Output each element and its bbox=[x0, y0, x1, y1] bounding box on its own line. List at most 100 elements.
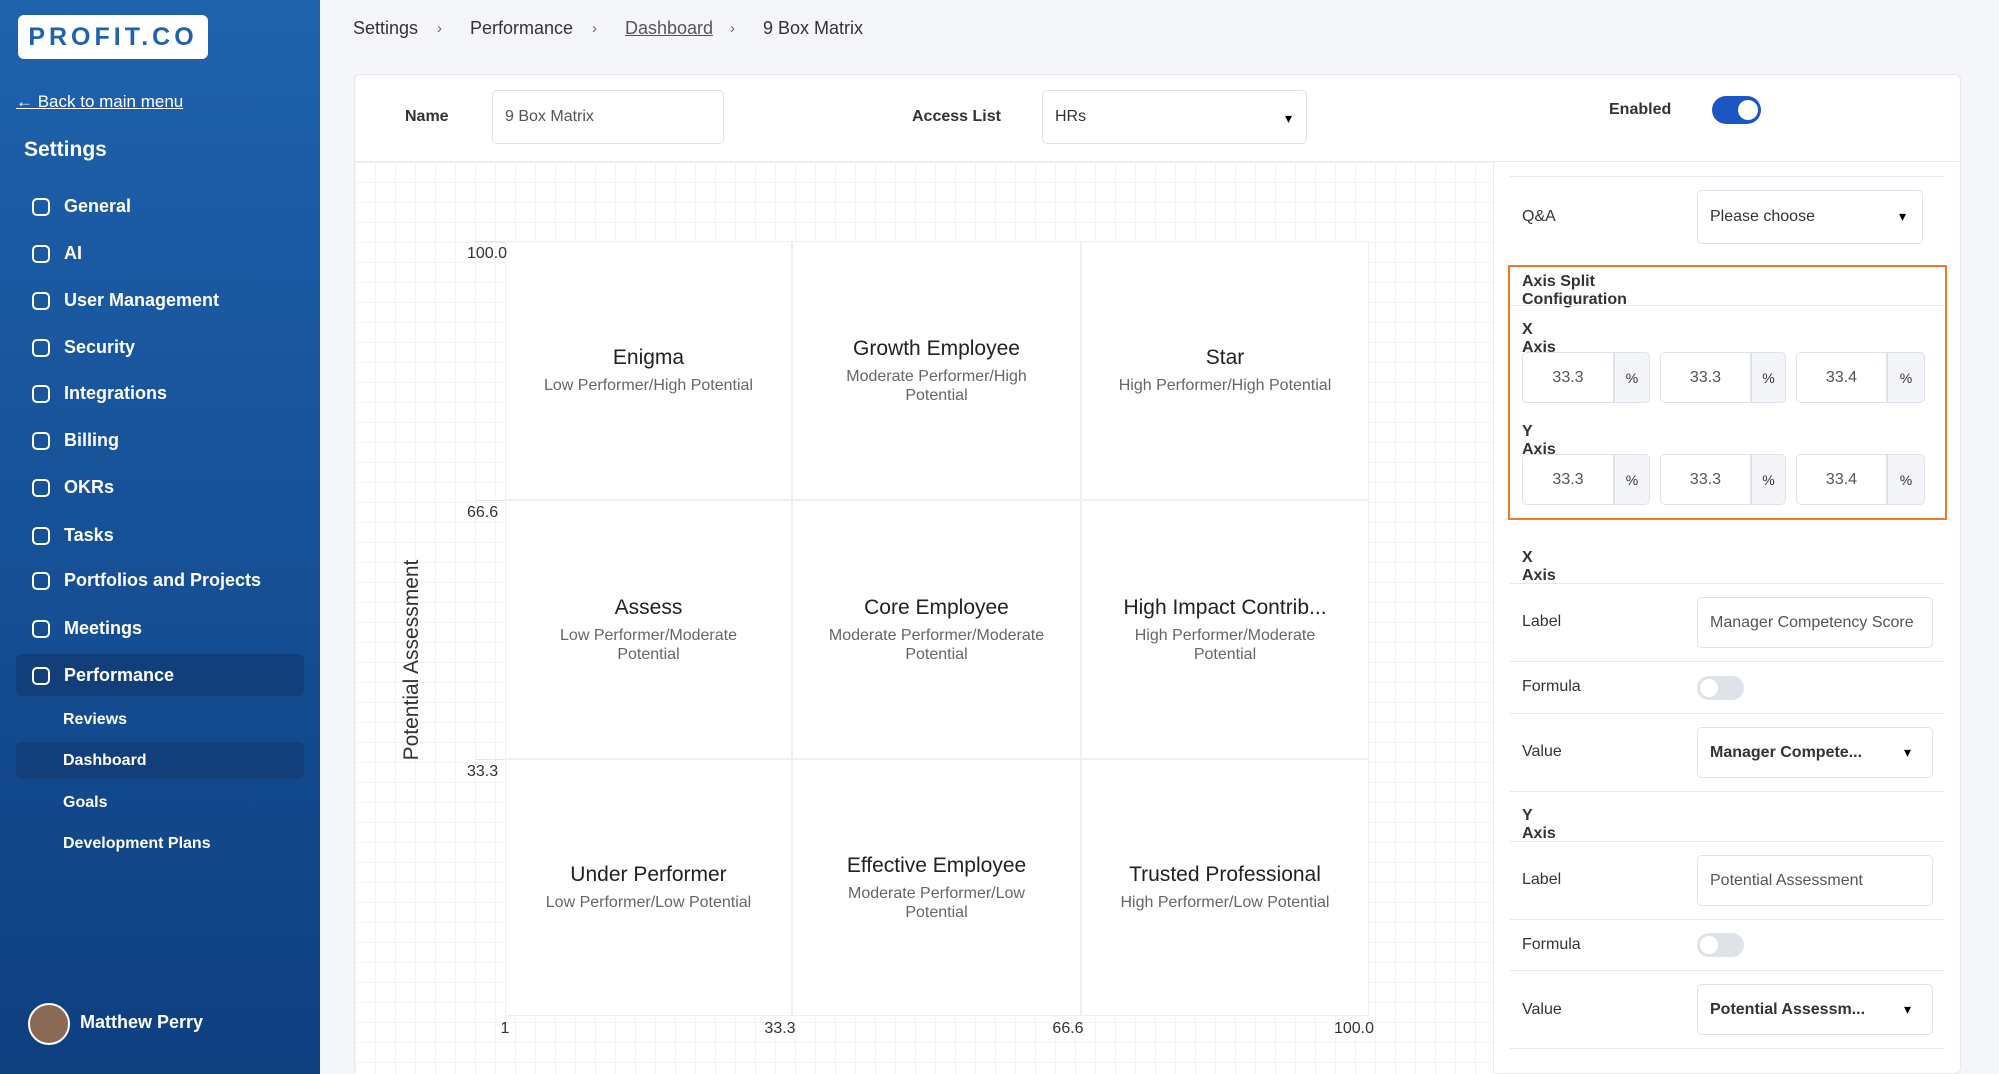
divider bbox=[1510, 791, 1945, 792]
matrix-cell[interactable]: Core Employee Moderate Performer/Moderate… bbox=[792, 500, 1081, 759]
menu-item[interactable]: General bbox=[64, 196, 132, 216]
chevron: ▾ bbox=[1904, 743, 1912, 760]
knob bbox=[1700, 936, 1718, 954]
access-select[interactable]: HRs bbox=[1042, 90, 1307, 144]
cell-title: Core Employee bbox=[864, 595, 1009, 619]
cell-title: Growth Employee bbox=[853, 336, 1020, 360]
split-input[interactable]: 33.3 bbox=[1660, 352, 1751, 403]
formula-toggle[interactable] bbox=[1697, 676, 1744, 700]
divider bbox=[1510, 176, 1945, 177]
matrix-cell[interactable]: High Impact Contrib... High Performer/Mod… bbox=[1081, 500, 1369, 759]
field-label: Label bbox=[1522, 871, 1562, 888]
split-box bbox=[1508, 265, 1947, 520]
enabled-label: Enabled bbox=[1609, 101, 1672, 118]
matrix-cell[interactable]: Growth Employee Moderate Performer/High P… bbox=[792, 241, 1081, 500]
matrix-cell[interactable]: Enigma Low Performer/High Potential bbox=[505, 241, 792, 500]
text-input[interactable]: Potential Assessment bbox=[1697, 855, 1933, 906]
menu-icon bbox=[32, 432, 50, 450]
menu-icon bbox=[32, 479, 50, 497]
menu-item[interactable]: Billing bbox=[64, 430, 119, 450]
menu-item[interactable]: Security bbox=[64, 337, 136, 357]
logo[interactable]: PROFIT.CO bbox=[18, 15, 208, 59]
cell-title: Under Performer bbox=[570, 863, 727, 886]
cell-title: Trusted Professional bbox=[1129, 863, 1321, 886]
cell-subtitle: Moderate Performer/High Potential bbox=[846, 367, 1027, 404]
select[interactable]: Please choose bbox=[1697, 190, 1923, 244]
x-tick-label: 1 bbox=[500, 1020, 510, 1037]
access-label: Access List bbox=[912, 108, 1001, 125]
y-axis-label: Potential Assessment bbox=[400, 559, 423, 761]
divider bbox=[1510, 1048, 1945, 1049]
x-tick-label: 100.0 bbox=[1333, 1020, 1375, 1037]
divider bbox=[1510, 841, 1945, 842]
breadcrumb-separator: › bbox=[437, 20, 442, 37]
split-input[interactable]: 33.3 bbox=[1660, 454, 1751, 505]
sidebar-heading: Settings bbox=[24, 138, 107, 161]
cell-subtitle: Low Performer/Low Potential bbox=[545, 894, 752, 911]
unit: % bbox=[1751, 352, 1786, 403]
back-link[interactable]: ← Back to main menu bbox=[16, 92, 184, 111]
sidebar: PROFIT.CO ← Back to main menu Settings M… bbox=[0, 0, 320, 1074]
select[interactable]: Manager Compete... bbox=[1697, 727, 1933, 778]
field-label: Axis Split Configuration bbox=[1522, 273, 1627, 308]
y-tick-label: 33.3 bbox=[467, 763, 499, 780]
split-input[interactable]: 33.3 bbox=[1522, 454, 1614, 505]
divider bbox=[1510, 970, 1945, 971]
menu-item[interactable]: Integrations bbox=[64, 383, 168, 403]
menu-icon bbox=[32, 620, 50, 638]
menu-item[interactable]: Tasks bbox=[64, 525, 114, 545]
submenu-item[interactable]: Dashboard bbox=[63, 752, 147, 769]
unit: % bbox=[1887, 352, 1925, 403]
submenu-item[interactable]: Development Plans bbox=[63, 835, 211, 852]
x-tick-label: 33.3 bbox=[764, 1020, 796, 1037]
cell-title: Enigma bbox=[612, 346, 685, 369]
menu-item[interactable]: Performance bbox=[64, 665, 175, 685]
text-input[interactable]: Manager Competency Score bbox=[1697, 597, 1933, 648]
menu-item[interactable]: OKRs bbox=[64, 477, 115, 497]
name-input[interactable]: 9 Box Matrix bbox=[492, 90, 724, 144]
menu-icon bbox=[32, 339, 50, 357]
menu-item[interactable]: Portfolios and Projects bbox=[64, 570, 262, 590]
matrix-cell[interactable]: Star High Performer/High Potential bbox=[1081, 241, 1369, 500]
name-label: Name bbox=[405, 108, 449, 125]
y-tick-label: 66.6 bbox=[467, 504, 499, 521]
split-input[interactable]: 33.4 bbox=[1796, 454, 1887, 505]
select[interactable]: Potential Assessm... bbox=[1697, 984, 1933, 1035]
cell-subtitle: High Performer/Low Potential bbox=[1120, 894, 1330, 911]
divider bbox=[1510, 305, 1945, 306]
cell-subtitle: High Performer/High Potential bbox=[1118, 377, 1332, 394]
enabled-toggle[interactable] bbox=[1712, 96, 1761, 124]
breadcrumb-item[interactable]: Performance bbox=[470, 18, 574, 38]
matrix-cell[interactable]: Effective Employee Moderate Performer/Low… bbox=[792, 759, 1081, 1016]
formula-toggle[interactable] bbox=[1697, 933, 1744, 957]
matrix-cell[interactable]: Trusted Professional High Performer/Low P… bbox=[1081, 759, 1369, 1016]
menu-icon bbox=[32, 667, 50, 685]
breadcrumb-item[interactable]: Settings bbox=[353, 18, 419, 38]
field-label: Y Axis bbox=[1522, 807, 1556, 842]
cell-subtitle: Moderate Performer/Low Potential bbox=[848, 884, 1025, 921]
breadcrumb-item[interactable]: Dashboard bbox=[625, 18, 714, 38]
user-name[interactable]: Matthew Perry bbox=[80, 1012, 204, 1032]
split-input[interactable]: 33.4 bbox=[1796, 352, 1887, 403]
split-input[interactable]: 33.3 bbox=[1522, 352, 1614, 403]
x-tick-label: 66.6 bbox=[1052, 1020, 1084, 1037]
menu-item[interactable]: AI bbox=[64, 243, 82, 263]
submenu-item[interactable]: Goals bbox=[63, 794, 108, 811]
matrix-cell[interactable]: Assess Low Performer/Moderate Potential bbox=[505, 500, 792, 759]
matrix-cell[interactable]: Under Performer Low Performer/Low Potenti… bbox=[505, 759, 792, 1016]
menu-icon bbox=[32, 292, 50, 310]
avatar[interactable] bbox=[28, 1003, 70, 1045]
menu-icon bbox=[32, 198, 50, 216]
menu-icon bbox=[32, 385, 50, 403]
cell-title: Effective Employee bbox=[846, 853, 1027, 877]
field-label: Value bbox=[1522, 743, 1562, 760]
submenu-item[interactable]: Reviews bbox=[63, 711, 128, 728]
field-label: Formula bbox=[1522, 936, 1581, 953]
cell-subtitle: Low Performer/Moderate Potential bbox=[560, 626, 737, 663]
menu-item[interactable]: Meetings bbox=[64, 618, 143, 638]
menu-item[interactable]: User Management bbox=[64, 290, 220, 310]
chart-area: Enigma Low Performer/High Potential Growth… bbox=[355, 162, 1493, 1074]
divider bbox=[1493, 162, 1494, 1074]
cell-title: Star bbox=[1205, 346, 1245, 369]
